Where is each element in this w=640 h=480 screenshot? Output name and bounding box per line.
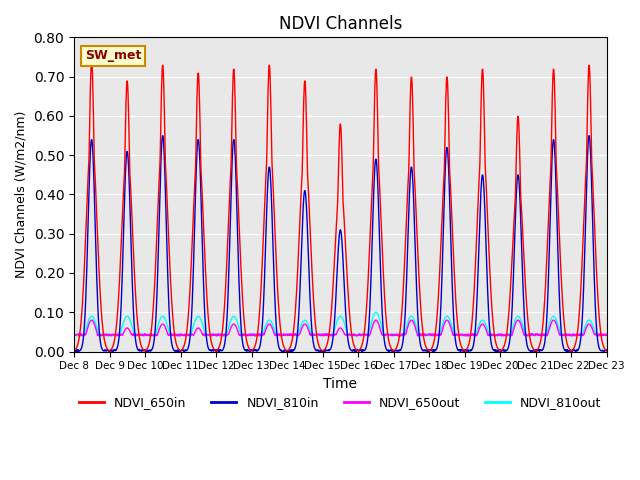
NDVI_810out bbox=[317, 333, 325, 339]
NDVI_810in bbox=[143, 348, 150, 354]
NDVI_650out bbox=[133, 333, 141, 338]
NDVI_650out bbox=[308, 332, 316, 337]
Text: SW_met: SW_met bbox=[84, 49, 141, 62]
Line: NDVI_810out: NDVI_810out bbox=[74, 312, 607, 336]
NDVI_650in bbox=[133, 316, 141, 322]
NDVI_810in bbox=[308, 325, 316, 331]
Line: NDVI_810in: NDVI_810in bbox=[74, 136, 607, 351]
NDVI_810in bbox=[317, 348, 325, 354]
NDVI_650in bbox=[296, 206, 304, 212]
NDVI_810out bbox=[296, 325, 304, 331]
NDVI_650out bbox=[296, 329, 304, 335]
NDVI_650out bbox=[568, 333, 576, 339]
NDVI_650out bbox=[374, 319, 381, 324]
NDVI_650in bbox=[603, 348, 611, 354]
NDVI_810out bbox=[603, 332, 611, 338]
NDVI_650in bbox=[374, 126, 381, 132]
NDVI_650in bbox=[317, 347, 325, 352]
Line: NDVI_650out: NDVI_650out bbox=[74, 320, 607, 336]
NDVI_650in bbox=[319, 348, 326, 354]
NDVI_650out bbox=[603, 331, 611, 337]
NDVI_810in bbox=[159, 133, 166, 139]
Legend: NDVI_650in, NDVI_810in, NDVI_650out, NDVI_810out: NDVI_650in, NDVI_810in, NDVI_650out, NDV… bbox=[74, 391, 607, 414]
NDVI_810out bbox=[374, 312, 381, 317]
NDVI_810in bbox=[111, 347, 119, 353]
Line: NDVI_650in: NDVI_650in bbox=[74, 61, 607, 351]
Title: NDVI Channels: NDVI Channels bbox=[278, 15, 402, 33]
NDVI_810in bbox=[603, 347, 611, 353]
NDVI_650out bbox=[317, 332, 325, 338]
NDVI_810out bbox=[372, 310, 380, 315]
X-axis label: Time: Time bbox=[323, 377, 357, 391]
NDVI_810out bbox=[111, 332, 119, 337]
NDVI_650out bbox=[112, 332, 120, 337]
NDVI_810out bbox=[292, 333, 300, 339]
NDVI_810out bbox=[70, 332, 78, 337]
NDVI_810in bbox=[133, 345, 141, 350]
NDVI_650in bbox=[308, 255, 316, 261]
NDVI_810in bbox=[374, 184, 381, 190]
NDVI_810in bbox=[70, 348, 78, 354]
NDVI_650in bbox=[70, 348, 78, 354]
NDVI_650out bbox=[70, 332, 78, 338]
NDVI_810in bbox=[297, 267, 305, 273]
NDVI_810out bbox=[308, 332, 316, 337]
NDVI_810out bbox=[133, 331, 141, 337]
Y-axis label: NDVI Channels (W/m2/nm): NDVI Channels (W/m2/nm) bbox=[15, 111, 28, 278]
NDVI_650out bbox=[88, 317, 95, 323]
NDVI_650in bbox=[88, 59, 95, 64]
NDVI_650in bbox=[112, 330, 120, 336]
